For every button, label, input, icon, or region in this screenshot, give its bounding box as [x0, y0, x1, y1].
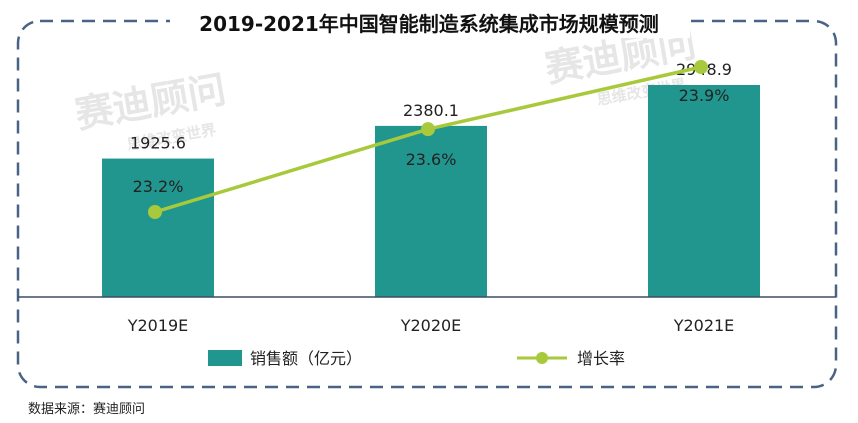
bar — [102, 158, 214, 297]
legend: 销售额（亿元） 增长率 — [208, 349, 625, 368]
category-label: Y2020E — [400, 316, 462, 335]
bar — [375, 125, 487, 297]
title-background — [170, 8, 690, 38]
chart-title: 2019-2021年中国智能制造系统集成市场规模预测 — [199, 12, 659, 36]
category-label: Y2021E — [673, 316, 735, 335]
x-axis-labels: Y2019E Y2020E Y2021E — [127, 316, 735, 335]
growth-point — [421, 122, 435, 137]
growth-point — [148, 205, 162, 219]
legend-label-growth: 增长率 — [577, 349, 625, 368]
bar-value-label: 1925.6 — [130, 134, 186, 153]
legend-swatch-sales — [208, 350, 242, 366]
legend-swatch-growth-marker — [536, 352, 548, 364]
growth-value-label: 23.2% — [133, 177, 184, 196]
line-series: 23.2% 23.6% 23.9% — [133, 60, 730, 219]
source-note: 数据来源：赛迪顾问 — [28, 401, 145, 417]
bar — [648, 85, 760, 297]
growth-value-label: 23.9% — [679, 86, 730, 105]
category-label: Y2019E — [127, 316, 189, 335]
bar-value-label: 2380.1 — [403, 101, 459, 120]
growth-point — [694, 60, 708, 74]
legend-label-sales: 销售额（亿元） — [250, 349, 362, 368]
growth-value-label: 23.6% — [406, 150, 457, 169]
